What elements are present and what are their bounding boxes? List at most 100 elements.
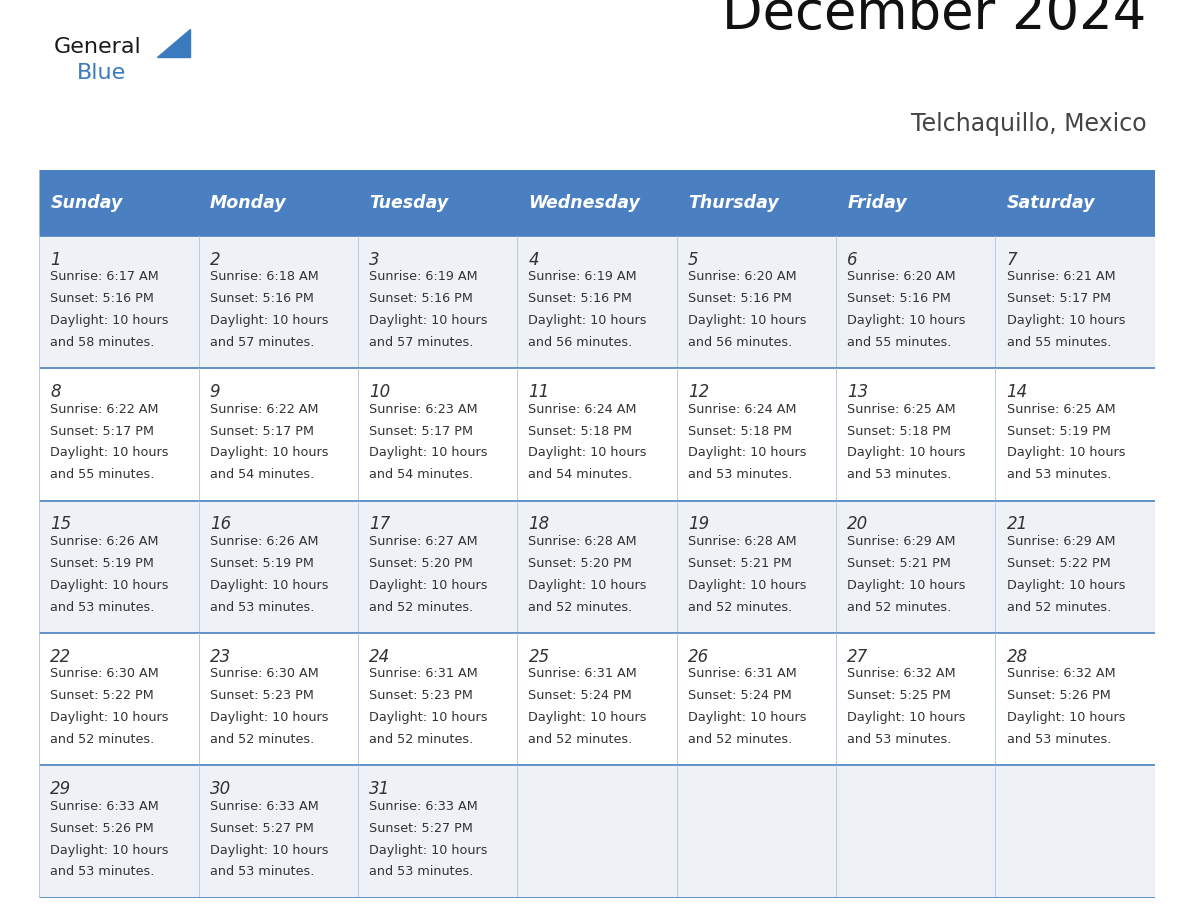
Text: Sunrise: 6:30 AM: Sunrise: 6:30 AM bbox=[50, 667, 159, 680]
Text: Sunset: 5:17 PM: Sunset: 5:17 PM bbox=[50, 425, 154, 438]
Text: 28: 28 bbox=[1006, 647, 1028, 666]
Text: and 52 minutes.: and 52 minutes. bbox=[529, 733, 633, 746]
Text: Daylight: 10 hours: Daylight: 10 hours bbox=[847, 446, 966, 460]
Text: and 52 minutes.: and 52 minutes. bbox=[369, 600, 473, 613]
Text: Sunrise: 6:26 AM: Sunrise: 6:26 AM bbox=[210, 535, 318, 548]
Text: Daylight: 10 hours: Daylight: 10 hours bbox=[50, 314, 169, 327]
Text: 15: 15 bbox=[50, 515, 71, 533]
Text: Sunrise: 6:20 AM: Sunrise: 6:20 AM bbox=[688, 271, 796, 284]
Text: and 57 minutes.: and 57 minutes. bbox=[210, 336, 314, 349]
Text: 26: 26 bbox=[688, 647, 709, 666]
Text: and 53 minutes.: and 53 minutes. bbox=[1006, 468, 1111, 481]
Text: Sunrise: 6:33 AM: Sunrise: 6:33 AM bbox=[210, 800, 318, 812]
Text: Daylight: 10 hours: Daylight: 10 hours bbox=[369, 711, 487, 724]
Text: and 58 minutes.: and 58 minutes. bbox=[50, 336, 154, 349]
Text: 4: 4 bbox=[529, 251, 539, 269]
Text: Sunrise: 6:32 AM: Sunrise: 6:32 AM bbox=[847, 667, 956, 680]
Text: Daylight: 10 hours: Daylight: 10 hours bbox=[210, 314, 328, 327]
Bar bbox=[39, 633, 1155, 766]
Text: Sunset: 5:18 PM: Sunset: 5:18 PM bbox=[847, 425, 952, 438]
Bar bbox=[39, 766, 1155, 898]
Text: Tuesday: Tuesday bbox=[369, 194, 448, 212]
Text: 9: 9 bbox=[210, 383, 220, 401]
Text: 20: 20 bbox=[847, 515, 868, 533]
Text: Daylight: 10 hours: Daylight: 10 hours bbox=[369, 314, 487, 327]
Text: and 53 minutes.: and 53 minutes. bbox=[210, 600, 314, 613]
Text: Sunset: 5:25 PM: Sunset: 5:25 PM bbox=[847, 689, 952, 702]
Text: Sunset: 5:17 PM: Sunset: 5:17 PM bbox=[1006, 292, 1111, 306]
Text: Sunrise: 6:19 AM: Sunrise: 6:19 AM bbox=[369, 271, 478, 284]
Text: Saturday: Saturday bbox=[1006, 194, 1095, 212]
Text: 13: 13 bbox=[847, 383, 868, 401]
Text: and 54 minutes.: and 54 minutes. bbox=[529, 468, 633, 481]
Text: General: General bbox=[53, 37, 141, 57]
Text: Blue: Blue bbox=[77, 62, 126, 83]
Text: Sunrise: 6:25 AM: Sunrise: 6:25 AM bbox=[1006, 403, 1116, 416]
Text: 21: 21 bbox=[1006, 515, 1028, 533]
Text: Sunset: 5:22 PM: Sunset: 5:22 PM bbox=[50, 689, 154, 702]
Text: and 53 minutes.: and 53 minutes. bbox=[688, 468, 792, 481]
Text: Friday: Friday bbox=[847, 194, 906, 212]
Text: Daylight: 10 hours: Daylight: 10 hours bbox=[1006, 446, 1125, 460]
Text: Sunset: 5:27 PM: Sunset: 5:27 PM bbox=[369, 822, 473, 834]
Text: Sunrise: 6:24 AM: Sunrise: 6:24 AM bbox=[688, 403, 796, 416]
Text: Daylight: 10 hours: Daylight: 10 hours bbox=[210, 446, 328, 460]
Text: and 55 minutes.: and 55 minutes. bbox=[50, 468, 154, 481]
Bar bbox=[836, 170, 996, 236]
Text: and 53 minutes.: and 53 minutes. bbox=[847, 733, 952, 746]
Text: Monday: Monday bbox=[210, 194, 286, 212]
Text: and 52 minutes.: and 52 minutes. bbox=[529, 600, 633, 613]
Bar bbox=[39, 500, 1155, 633]
Text: Sunrise: 6:27 AM: Sunrise: 6:27 AM bbox=[369, 535, 478, 548]
Text: 25: 25 bbox=[529, 647, 550, 666]
Text: Sunset: 5:16 PM: Sunset: 5:16 PM bbox=[210, 292, 314, 306]
Bar bbox=[39, 170, 198, 236]
Text: Telchaquillo, Mexico: Telchaquillo, Mexico bbox=[911, 112, 1146, 136]
Bar bbox=[358, 170, 517, 236]
Text: Sunrise: 6:26 AM: Sunrise: 6:26 AM bbox=[50, 535, 159, 548]
Text: and 56 minutes.: and 56 minutes. bbox=[529, 336, 633, 349]
Text: Daylight: 10 hours: Daylight: 10 hours bbox=[688, 314, 807, 327]
Text: and 52 minutes.: and 52 minutes. bbox=[50, 733, 154, 746]
Bar bbox=[996, 170, 1155, 236]
Text: Daylight: 10 hours: Daylight: 10 hours bbox=[688, 711, 807, 724]
Text: Daylight: 10 hours: Daylight: 10 hours bbox=[369, 579, 487, 592]
Text: Sunrise: 6:33 AM: Sunrise: 6:33 AM bbox=[50, 800, 159, 812]
Text: Daylight: 10 hours: Daylight: 10 hours bbox=[529, 711, 647, 724]
Text: Sunrise: 6:32 AM: Sunrise: 6:32 AM bbox=[1006, 667, 1116, 680]
Text: Sunset: 5:19 PM: Sunset: 5:19 PM bbox=[210, 557, 314, 570]
Text: Daylight: 10 hours: Daylight: 10 hours bbox=[210, 711, 328, 724]
Text: Wednesday: Wednesday bbox=[529, 194, 640, 212]
Text: Daylight: 10 hours: Daylight: 10 hours bbox=[529, 446, 647, 460]
Text: and 52 minutes.: and 52 minutes. bbox=[847, 600, 952, 613]
Text: Sunset: 5:26 PM: Sunset: 5:26 PM bbox=[1006, 689, 1111, 702]
Text: Daylight: 10 hours: Daylight: 10 hours bbox=[369, 844, 487, 856]
Text: December 2024: December 2024 bbox=[722, 0, 1146, 39]
Text: and 53 minutes.: and 53 minutes. bbox=[50, 600, 154, 613]
Text: Sunrise: 6:29 AM: Sunrise: 6:29 AM bbox=[1006, 535, 1116, 548]
Text: 12: 12 bbox=[688, 383, 709, 401]
Text: Sunset: 5:16 PM: Sunset: 5:16 PM bbox=[847, 292, 952, 306]
Text: Sunrise: 6:33 AM: Sunrise: 6:33 AM bbox=[369, 800, 478, 812]
Text: Daylight: 10 hours: Daylight: 10 hours bbox=[369, 446, 487, 460]
Text: Sunrise: 6:21 AM: Sunrise: 6:21 AM bbox=[1006, 271, 1116, 284]
Text: Sunset: 5:27 PM: Sunset: 5:27 PM bbox=[210, 822, 314, 834]
Text: and 54 minutes.: and 54 minutes. bbox=[369, 468, 473, 481]
Text: Sunset: 5:16 PM: Sunset: 5:16 PM bbox=[529, 292, 632, 306]
Text: and 52 minutes.: and 52 minutes. bbox=[210, 733, 314, 746]
Text: Daylight: 10 hours: Daylight: 10 hours bbox=[1006, 579, 1125, 592]
Text: Daylight: 10 hours: Daylight: 10 hours bbox=[50, 711, 169, 724]
Text: 24: 24 bbox=[369, 647, 391, 666]
Text: Sunrise: 6:29 AM: Sunrise: 6:29 AM bbox=[847, 535, 955, 548]
Text: Sunrise: 6:24 AM: Sunrise: 6:24 AM bbox=[529, 403, 637, 416]
Text: and 57 minutes.: and 57 minutes. bbox=[369, 336, 474, 349]
Text: Daylight: 10 hours: Daylight: 10 hours bbox=[688, 446, 807, 460]
Text: 23: 23 bbox=[210, 647, 230, 666]
Text: Daylight: 10 hours: Daylight: 10 hours bbox=[847, 579, 966, 592]
Text: 10: 10 bbox=[369, 383, 391, 401]
Text: Sunset: 5:20 PM: Sunset: 5:20 PM bbox=[369, 557, 473, 570]
Bar bbox=[677, 170, 836, 236]
Text: Sunrise: 6:17 AM: Sunrise: 6:17 AM bbox=[50, 271, 159, 284]
Text: 6: 6 bbox=[847, 251, 858, 269]
Text: 27: 27 bbox=[847, 647, 868, 666]
